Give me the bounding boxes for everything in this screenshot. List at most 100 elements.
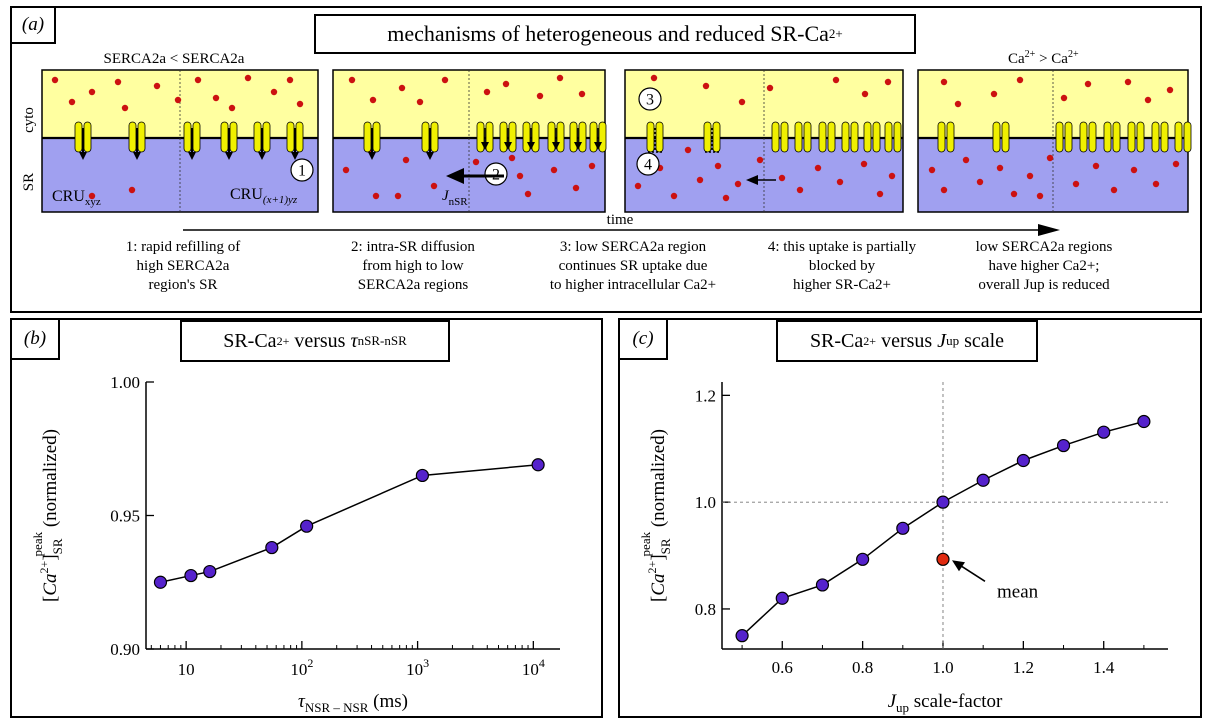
x-tick-label: 10 (178, 660, 195, 679)
ca-ion (888, 172, 896, 180)
serca-pump-icon (128, 121, 146, 160)
time-arrowhead (1038, 224, 1060, 236)
ca-ion (684, 146, 692, 154)
mean-annotation-arrowhead (951, 560, 965, 572)
serca-compare-note: SERCA2a < SERCA2a (104, 51, 245, 67)
y-tick-label: 1.2 (695, 386, 716, 405)
ca-ion (1084, 80, 1092, 88)
x-tick-label: 0.8 (852, 658, 873, 677)
serca-pump-icon (569, 121, 587, 153)
serca-pump-icon (1079, 121, 1097, 153)
ca-ion (286, 76, 294, 84)
panel-b-title: SR-Ca 2+ versus τ nSR-nSR (180, 320, 450, 362)
ca-ion (402, 156, 410, 164)
cell-diagram-3 (624, 69, 904, 213)
ca-ion (228, 104, 236, 112)
ca-ion (814, 164, 822, 172)
ca-ion (212, 94, 220, 102)
ca-ion (68, 98, 76, 106)
serca-pump-icon (286, 121, 304, 160)
ca-ion (634, 182, 642, 190)
serca-pump-icon (363, 121, 381, 160)
ca-ion (394, 192, 402, 200)
cell-diagram-4 (917, 69, 1192, 213)
ca-ion (296, 100, 304, 108)
ca-ion (1092, 162, 1100, 170)
step-marker-1: 1 (290, 158, 314, 182)
ca-ion (1152, 180, 1160, 188)
ca-ion (114, 78, 122, 86)
ca-ion (860, 160, 868, 168)
ca-ion (996, 164, 1004, 172)
serca-pump-icon (884, 121, 902, 153)
data-point (203, 564, 217, 579)
ca-ion (194, 76, 202, 84)
serca-pump-icon (1055, 121, 1073, 153)
x-tick-label: 1.0 (932, 658, 953, 677)
ca-ion (1110, 186, 1118, 194)
ca-ion (550, 166, 558, 174)
ca-ion (1036, 192, 1044, 200)
svg-text:1: 1 (298, 163, 306, 180)
ca-ion (502, 80, 510, 88)
ca-ion (1130, 166, 1138, 174)
sr-side-label: SR (21, 173, 37, 191)
data-point (1137, 414, 1151, 429)
data-point (153, 575, 168, 589)
ca-ion (416, 98, 424, 106)
y-tick-label: 1.00 (110, 373, 140, 392)
serca-pump-icon (74, 121, 92, 160)
serca-pump-icon (253, 121, 271, 160)
ca-ion (836, 178, 844, 186)
serca-pump-icon (992, 121, 1010, 153)
ca-ion (990, 90, 998, 98)
ca-ion (1046, 154, 1054, 162)
serca-pump-icon (703, 121, 721, 153)
data-point (184, 568, 198, 583)
serca-pump-icon (1174, 121, 1192, 153)
panel-a-title: mechanisms of heterogeneous and reduced … (314, 14, 916, 54)
ca-ion (516, 172, 524, 180)
svg-text:4: 4 (644, 157, 652, 174)
ca-ion (398, 84, 406, 92)
caption-4: 4: this uptake is partially blocked by hig… (767, 239, 917, 293)
mean-point (936, 552, 950, 566)
ca-ion (372, 192, 380, 200)
step-marker-3: 3 (638, 87, 662, 111)
ca-ion (962, 156, 970, 164)
ca-ion (244, 74, 252, 82)
step-marker-4: 4 (636, 152, 660, 176)
caption-5: low SERCA2a regions have higher Ca2+; over… (975, 239, 1113, 293)
time-label: time (607, 212, 634, 228)
svg-text:CRUxyz: CRUxyz (52, 188, 101, 208)
ca-ion (861, 90, 869, 98)
caption-1: 1: rapid refilling of high SERCA2a region'… (125, 239, 241, 293)
ca-ion (766, 84, 774, 92)
cyto-side-label: cyto (21, 107, 37, 133)
ca-ion (270, 88, 278, 96)
data-point (300, 519, 314, 533)
panel-b: (b) (10, 318, 603, 718)
ca-ion (1166, 86, 1174, 94)
ca-ion (128, 186, 136, 194)
panel-a-label: (a) (12, 8, 56, 44)
ca-ion (722, 194, 730, 202)
data-point (265, 540, 279, 555)
ca-ion (342, 166, 350, 174)
jnsr-label: JnSR (442, 188, 468, 208)
data-point (856, 552, 870, 566)
cru-left-label: CRUxyz (52, 188, 101, 208)
serca-pump-icon (937, 121, 955, 153)
data-point (531, 458, 545, 472)
ca-ion (430, 182, 438, 190)
data-point (415, 468, 429, 483)
ca-ion (1124, 78, 1132, 86)
y-axis-label: [Ca2+]SRpeak (normalized) (638, 429, 673, 602)
serca-pump-icon (547, 121, 565, 153)
serca-pump-icon (818, 121, 836, 153)
serca-pump-icon (1127, 121, 1145, 153)
caption-2: 2: intra-SR diffusion from high to low SER… (351, 239, 475, 293)
ca-ion (588, 162, 596, 170)
